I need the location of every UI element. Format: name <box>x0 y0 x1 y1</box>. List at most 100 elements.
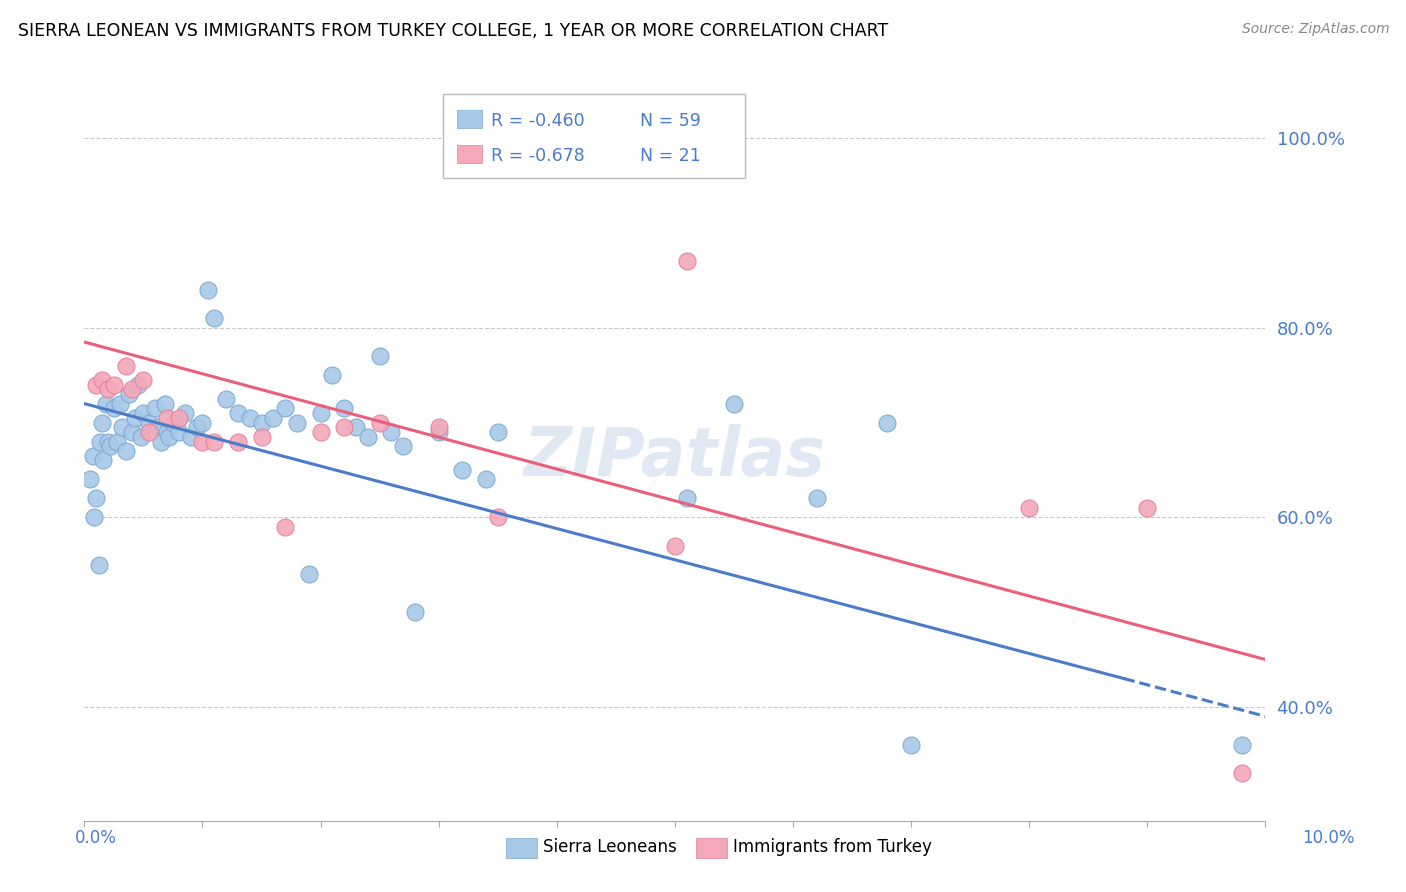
Point <box>98 439 121 453</box>
Point <box>103 377 125 392</box>
Point <box>321 368 343 383</box>
Point <box>900 738 922 752</box>
Point <box>202 434 225 449</box>
Point <box>298 567 321 582</box>
Point <box>226 406 249 420</box>
Point <box>124 410 146 425</box>
Point <box>132 406 155 420</box>
Point <box>127 377 149 392</box>
Point <box>108 396 131 410</box>
Point <box>167 425 190 439</box>
Point <box>309 425 332 439</box>
Point <box>333 420 356 434</box>
Point <box>84 491 107 506</box>
Point <box>146 420 169 434</box>
Point <box>121 383 143 397</box>
Point <box>162 416 184 430</box>
Point <box>451 463 474 477</box>
Point <box>180 430 202 444</box>
Point <box>475 473 498 487</box>
Point <box>357 430 380 444</box>
Point <box>157 430 180 444</box>
Point <box>129 430 152 444</box>
Text: 10.0%: 10.0% <box>1302 829 1355 847</box>
Point <box>138 416 160 430</box>
Point <box>226 434 249 449</box>
Text: Immigrants from Turkey: Immigrants from Turkey <box>733 838 931 856</box>
Text: R = -0.678: R = -0.678 <box>491 147 585 165</box>
Point <box>344 420 367 434</box>
Point <box>191 434 214 449</box>
Point <box>427 420 450 434</box>
Point <box>114 444 136 458</box>
Point <box>368 349 391 363</box>
Point <box>486 425 509 439</box>
Point <box>138 425 160 439</box>
Point <box>107 434 129 449</box>
Text: ZIPatlas: ZIPatlas <box>524 424 825 490</box>
Point <box>404 605 426 619</box>
Point <box>664 539 686 553</box>
Point <box>250 430 273 444</box>
Text: Source: ZipAtlas.com: Source: ZipAtlas.com <box>1241 22 1389 37</box>
Point <box>250 416 273 430</box>
Point <box>150 434 173 449</box>
Point <box>806 491 828 506</box>
Point <box>202 311 225 326</box>
Point <box>167 410 190 425</box>
Point <box>239 410 262 425</box>
Point <box>83 510 105 524</box>
Point <box>153 396 176 410</box>
Point <box>1230 738 1253 752</box>
Point <box>486 510 509 524</box>
Point <box>309 406 332 420</box>
Point <box>79 473 101 487</box>
Point <box>285 416 308 430</box>
Text: 0.0%: 0.0% <box>75 829 117 847</box>
Point <box>1136 500 1159 515</box>
Point <box>274 401 297 416</box>
Point <box>91 416 114 430</box>
Point <box>84 377 107 392</box>
Text: N = 59: N = 59 <box>640 112 700 129</box>
Point <box>186 420 208 434</box>
Point <box>94 396 117 410</box>
Point <box>114 359 136 373</box>
Point <box>392 439 415 453</box>
Point <box>82 449 104 463</box>
Point <box>876 416 898 430</box>
Point <box>89 434 111 449</box>
Point <box>1018 500 1040 515</box>
Point <box>91 373 114 387</box>
Point <box>173 406 195 420</box>
Point <box>675 254 697 268</box>
Point <box>368 416 391 430</box>
Point <box>118 387 141 401</box>
Point <box>87 558 110 572</box>
Point <box>723 396 745 410</box>
Point <box>121 425 143 439</box>
Point <box>103 401 125 416</box>
Point <box>97 434 120 449</box>
Point <box>111 420 134 434</box>
Point <box>197 283 219 297</box>
Text: SIERRA LEONEAN VS IMMIGRANTS FROM TURKEY COLLEGE, 1 YEAR OR MORE CORRELATION CHA: SIERRA LEONEAN VS IMMIGRANTS FROM TURKEY… <box>18 22 889 40</box>
Point <box>97 383 120 397</box>
Text: Sierra Leoneans: Sierra Leoneans <box>543 838 676 856</box>
Point <box>380 425 402 439</box>
Point <box>156 410 179 425</box>
Point <box>675 491 697 506</box>
Point <box>191 416 214 430</box>
Point <box>91 453 114 467</box>
Text: N = 21: N = 21 <box>640 147 700 165</box>
Point <box>143 401 166 416</box>
Text: R = -0.460: R = -0.460 <box>491 112 585 129</box>
Point <box>333 401 356 416</box>
Point <box>1230 766 1253 780</box>
Point <box>427 425 450 439</box>
Point <box>215 392 238 406</box>
Point <box>274 520 297 534</box>
Point <box>156 425 179 439</box>
Point <box>132 373 155 387</box>
Point <box>262 410 284 425</box>
